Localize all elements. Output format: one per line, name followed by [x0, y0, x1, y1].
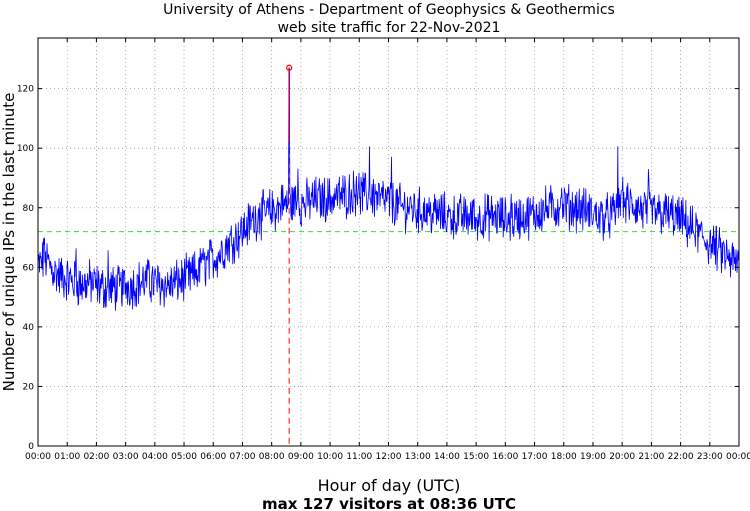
- reference-lines: [38, 67, 739, 446]
- x-tick-label: 08:00: [259, 452, 285, 462]
- x-tick-label: 18:00: [551, 452, 577, 462]
- axis-ticks: 00:00 01:00 02:00 03:00 04:00 05:00 06:00 07:00…: [17, 38, 750, 462]
- x-tick-label: 04:00: [142, 452, 168, 462]
- x-tick-label: 13:00: [405, 452, 431, 462]
- peak-marker-group: [286, 64, 293, 143]
- traffic-series-line: [37, 67, 740, 311]
- x-tick-label: 06:00: [200, 452, 226, 462]
- x-axis-label: Hour of day (UTC): [318, 476, 461, 495]
- y-tick-label: 100: [17, 144, 34, 154]
- peak-marker: [286, 64, 293, 71]
- y-tick-label: 20: [23, 382, 35, 392]
- y-tick-label: 40: [23, 323, 35, 333]
- x-tick-label: 16:00: [492, 452, 518, 462]
- chart-title: University of Athens - Department of Geo…: [163, 2, 615, 18]
- x-tick-label: 11:00: [346, 452, 372, 462]
- x-tick-label: 14:00: [434, 452, 460, 462]
- x-tick-label: 12:00: [376, 452, 402, 462]
- y-axis-label: Number of unique IPs in the last minute: [0, 93, 18, 392]
- x-tick-label: 00:00: [25, 452, 51, 462]
- x-tick-label: 17:00: [522, 452, 548, 462]
- x-tick-label: 01:00: [54, 452, 80, 462]
- y-tick-label: 120: [17, 85, 34, 95]
- x-tick-label: 03:00: [113, 452, 139, 462]
- y-tick-label: 60: [23, 263, 35, 273]
- x-tick-label: 21:00: [638, 452, 664, 462]
- series: [37, 67, 740, 311]
- x-tick-label: 09:00: [288, 452, 314, 462]
- x-tick-label: 02:00: [83, 452, 109, 462]
- x-tick-label: 19:00: [580, 452, 606, 462]
- x-tick-label: 07:00: [229, 452, 255, 462]
- x-tick-label: 15:00: [463, 452, 489, 462]
- x-tick-label: 20:00: [609, 452, 635, 462]
- y-tick-label: 80: [23, 204, 35, 214]
- x-tick-label: 05:00: [171, 452, 197, 462]
- x-tick-label: 22:00: [668, 452, 694, 462]
- x-tick-label: 00:00: [726, 452, 750, 462]
- grid: [38, 38, 739, 446]
- chart-subtitle: web site traffic for 22-Nov-2021: [278, 20, 501, 36]
- max-visitors-footer: max 127 visitors at 08:36 UTC: [262, 495, 516, 511]
- x-tick-label: 10:00: [317, 452, 343, 462]
- y-tick-label: 0: [28, 442, 34, 452]
- x-tick-label: 23:00: [697, 452, 723, 462]
